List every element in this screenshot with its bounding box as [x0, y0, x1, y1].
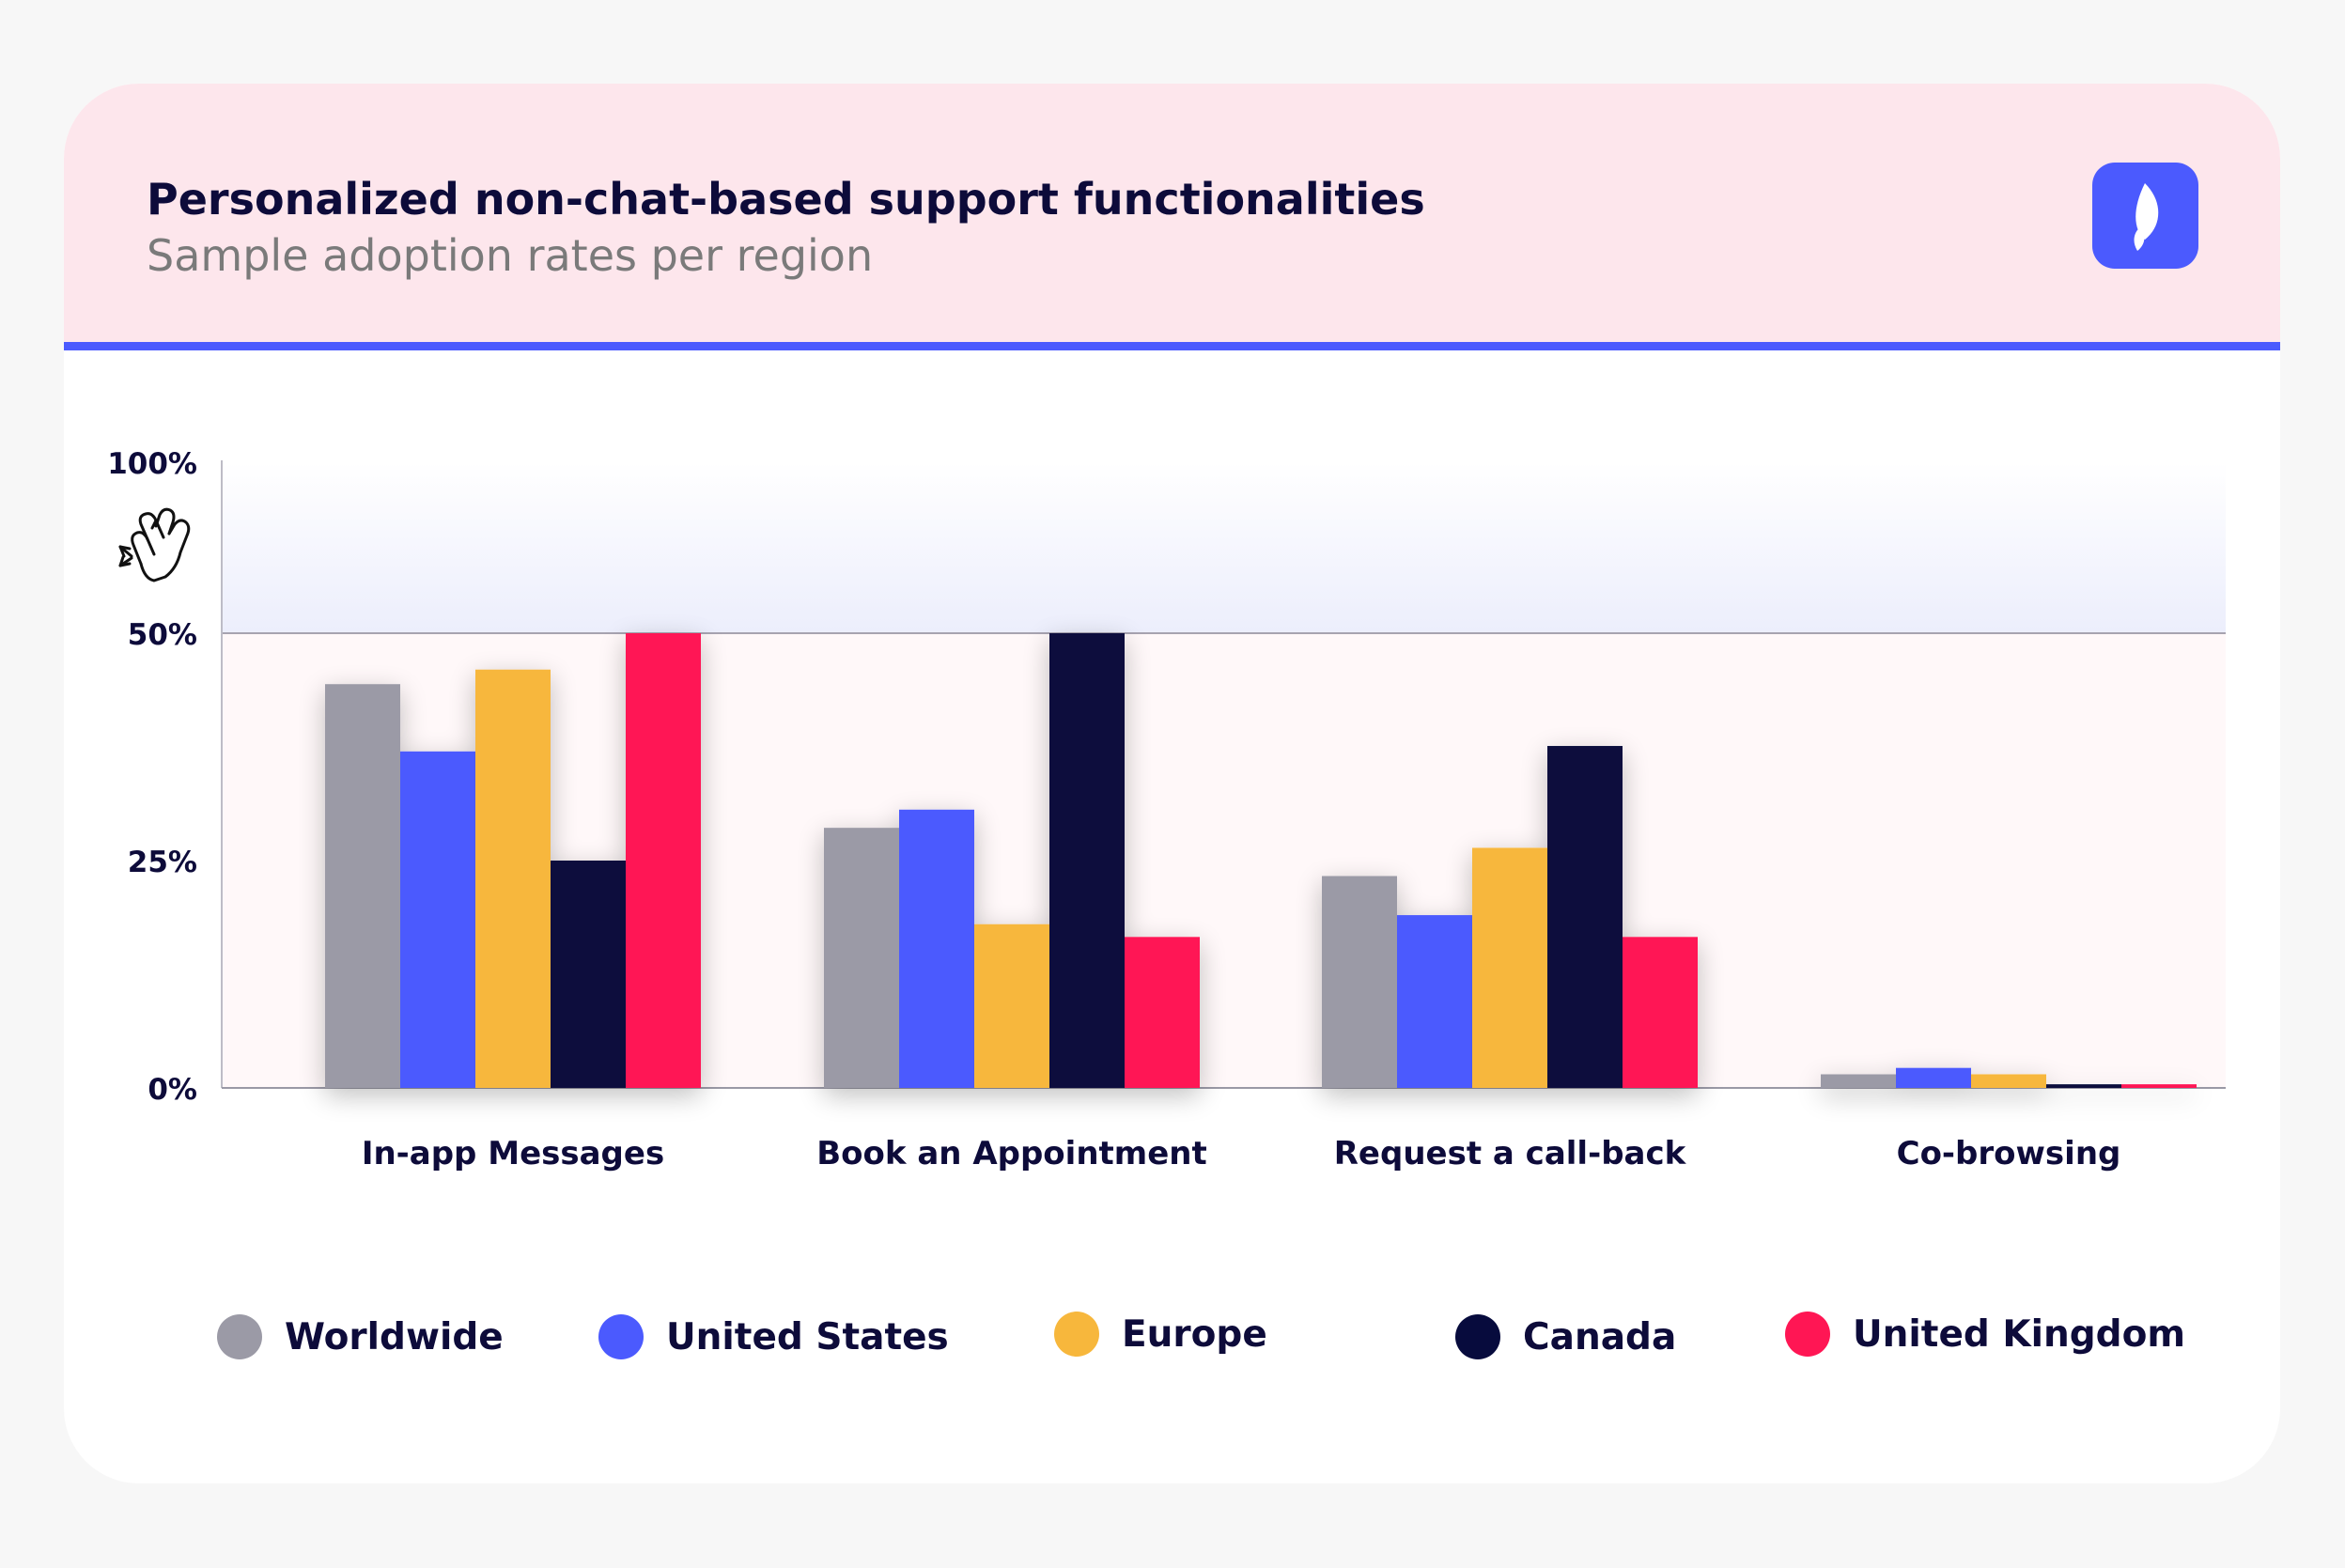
bar-canada-co-browsing	[2046, 1084, 2121, 1088]
legend-item-united-kingdom: United Kingdom	[1785, 1312, 2185, 1357]
legend-label-united-states: United States	[666, 1315, 949, 1358]
legend-item-worldwide: Worldwide	[217, 1314, 504, 1359]
legend-label-united-kingdom: United Kingdom	[1853, 1312, 2186, 1356]
bar-worldwide-request-a-call-back	[1322, 876, 1397, 1088]
y-tick-label: 0%	[148, 1073, 197, 1107]
bar-united-kingdom-co-browsing	[2121, 1084, 2197, 1088]
bar-united-states-book-an-appointment	[899, 809, 974, 1088]
legend-label-canada: Canada	[1523, 1315, 1677, 1358]
bar-united-states-co-browsing	[1896, 1067, 1971, 1088]
x-tick-label: Request a call-back	[1334, 1135, 1687, 1172]
bar-europe-co-browsing	[1971, 1074, 2046, 1088]
bar-united-kingdom-book-an-appointment	[1125, 937, 1200, 1088]
y-tick-label: 25%	[128, 846, 197, 879]
y-tick-label: 50%	[128, 618, 197, 652]
legend-label-europe: Europe	[1122, 1312, 1267, 1356]
bar-worldwide-book-an-appointment	[824, 828, 899, 1088]
bar-europe-book-an-appointment	[974, 924, 1049, 1088]
x-tick-label: Co-browsing	[1897, 1135, 2121, 1172]
legend-swatch-canada	[1455, 1314, 1500, 1359]
x-tick-label: Book an Appointment	[816, 1135, 1206, 1172]
legend-item-united-states: United States	[598, 1314, 949, 1359]
legend-swatch-united-states	[598, 1314, 644, 1359]
legend-swatch-united-kingdom	[1785, 1312, 1830, 1357]
bar-worldwide-co-browsing	[1821, 1074, 1896, 1088]
legend-item-canada: Canada	[1455, 1314, 1676, 1359]
zoom-gesture-icon	[118, 507, 191, 582]
header-divider	[64, 342, 2280, 350]
bar-worldwide-in-app-messages	[325, 684, 400, 1088]
legend-swatch-worldwide	[217, 1314, 262, 1359]
y-tick-label: 100%	[107, 447, 197, 481]
chart-subtitle: Sample adoption rates per region	[147, 230, 874, 281]
legend-item-europe: Europe	[1054, 1312, 1267, 1357]
chart-header: Personalized non-chat-based support func…	[64, 84, 2280, 342]
bar-europe-request-a-call-back	[1472, 847, 1547, 1088]
upper-band	[222, 462, 2226, 633]
legend-swatch-europe	[1054, 1312, 1099, 1357]
bar-canada-in-app-messages	[551, 861, 626, 1088]
bar-united-kingdom-request-a-call-back	[1623, 937, 1698, 1088]
bars-group	[325, 633, 2197, 1088]
x-tick-label: In-app Messages	[362, 1135, 664, 1172]
bar-canada-book-an-appointment	[1049, 633, 1125, 1088]
bar-united-states-in-app-messages	[400, 751, 475, 1088]
legend-label-worldwide: Worldwide	[285, 1315, 504, 1358]
bar-united-states-request-a-call-back	[1397, 915, 1472, 1088]
chart-title: Personalized non-chat-based support func…	[147, 174, 1425, 225]
bar-europe-in-app-messages	[475, 669, 551, 1088]
bar-canada-request-a-call-back	[1547, 746, 1623, 1088]
brand-logo-icon	[2092, 163, 2198, 269]
bar-united-kingdom-in-app-messages	[626, 633, 701, 1088]
